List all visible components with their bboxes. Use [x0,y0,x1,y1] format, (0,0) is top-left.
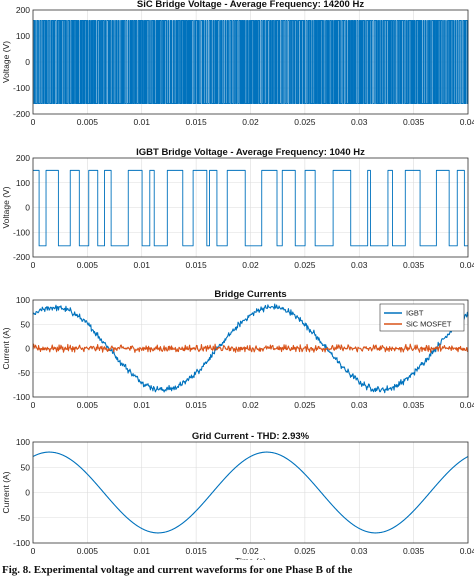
x-tick-label: 0.005 [77,400,99,410]
x-tick-label: 0.01 [133,260,150,270]
x-tick-label: 0 [31,260,36,270]
chart-panel-4: 0 0.005 0.01 0.015 0.02 0.025 0.03 0.035 0.04 -10… [1,431,474,560]
y-tick-label: 100 [16,295,30,305]
y-tick-label: 100 [16,178,30,188]
series-line-igbt [32,303,469,394]
y-axis-label: Voltage (V) [1,186,11,228]
x-tick-label: 0.02 [242,117,259,127]
plot-frame [32,157,469,258]
x-tick-label: 0.02 [242,400,259,410]
x-tick-label: 0.025 [294,117,316,127]
x-tick-label: 0.01 [133,117,150,127]
y-tick-label: -100 [13,392,30,402]
x-tick-label: 0 [31,400,36,410]
x-tick-label: 0.04 [460,260,474,270]
y-tick-label: 50 [21,462,31,472]
x-tick-label: 0.005 [77,260,99,270]
legend-entry: IGBT [406,309,424,318]
y-axis-label: Current (A) [1,471,11,513]
y-tick-label: 100 [16,31,30,41]
plot-frame [32,441,469,544]
x-tick-label: 0.035 [403,260,425,270]
x-tick-label: 0.035 [403,400,425,410]
plot-frame [32,9,469,115]
x-tick-label: 0.035 [403,546,425,556]
y-tick-label: 100 [16,437,30,447]
y-tick-label: 0 [25,203,30,213]
y-tick-label: -100 [13,83,30,93]
y-tick-label: -100 [13,227,30,237]
x-tick-label: 0.03 [351,400,368,410]
x-tick-label: 0 [31,117,36,127]
x-tick-label: 0.03 [351,117,368,127]
plot-frame [32,299,469,398]
x-tick-label: 0.025 [294,400,316,410]
x-tick-label: 0.015 [185,260,207,270]
y-tick-label: -200 [13,252,30,262]
x-tick-label: 0.005 [77,546,99,556]
x-tick-label: 0.025 [294,260,316,270]
legend: IGBT SiC MOSFET [379,303,465,332]
figure-canvas: 0 0.005 0.01 0.015 0.02 0.025 0.03 0.035 0.04 -20… [1,0,474,560]
x-tick-label: 0.015 [185,400,207,410]
y-tick-label: 0 [25,57,30,67]
chart-panel-3: 0 0.005 0.01 0.015 0.02 0.025 0.03 0.035 0.04 -10… [1,289,474,410]
x-tick-label: 0.01 [133,546,150,556]
x-tick-label: 0.025 [294,546,316,556]
chart-title: Grid Current - THD: 2.93% [192,431,310,442]
x-tick-label: 0.03 [351,260,368,270]
y-tick-label: -50 [18,513,31,523]
x-tick-label: 0.04 [460,546,474,556]
x-tick-label: 0.03 [351,546,368,556]
chart-title: IGBT Bridge Voltage - Average Frequency:… [136,147,365,158]
series-line-sic-mosfet [32,343,469,353]
chart-panel-2: 0 0.005 0.01 0.015 0.02 0.025 0.03 0.035 0.04 -20… [1,147,474,270]
x-tick-label: 0.04 [460,400,474,410]
chart-panel-1: 0 0.005 0.01 0.015 0.02 0.025 0.03 0.035 0.04 -20… [1,0,474,127]
y-tick-label: 200 [16,5,30,15]
y-tick-label: -50 [18,368,31,378]
figure-caption: Fig. 8. Experimental voltage and current… [2,564,353,576]
legend-box [379,303,465,332]
chart-title: SiC Bridge Voltage - Average Frequency: … [137,0,364,10]
x-tick-label: 0.015 [185,546,207,556]
series-line-1 [32,451,469,534]
y-tick-label: 0 [25,488,30,498]
x-axis-label: Time (s) [235,556,266,560]
x-tick-label: 0.015 [185,117,207,127]
x-tick-label: 0.04 [460,117,474,127]
x-tick-label: 0.01 [133,400,150,410]
x-tick-label: 0.005 [77,117,99,127]
series-line-1 [33,169,468,247]
legend-entry: SiC MOSFET [406,320,452,329]
chart-title: Bridge Currents [214,289,286,300]
x-tick-label: 0.02 [242,546,259,556]
y-tick-label: 200 [16,153,30,163]
series-line-1 [33,19,469,105]
y-tick-label: 50 [21,319,31,329]
y-tick-label: 0 [25,344,30,354]
y-tick-label: -100 [13,538,30,548]
x-tick-label: 0.035 [403,117,425,127]
y-axis-label: Current (A) [1,327,11,369]
x-tick-label: 0.02 [242,260,259,270]
x-tick-label: 0 [31,546,36,556]
y-tick-label: -200 [13,109,30,119]
y-axis-label: Voltage (V) [1,41,11,83]
